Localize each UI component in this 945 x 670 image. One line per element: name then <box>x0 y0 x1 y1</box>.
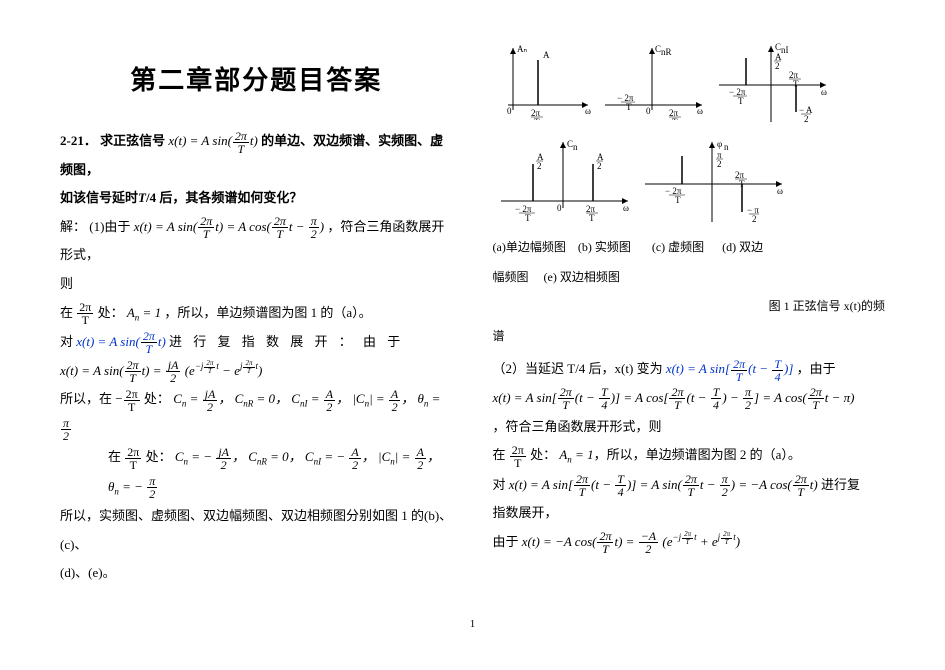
part2-c: ，符合三角函数展开形式，则 <box>493 413 886 442</box>
graph-d: Cn A 2 A 2 ω 0 2π T − 2π T <box>493 136 633 221</box>
solution-label: 解： <box>60 219 86 234</box>
graph-row-1: Aₙ A 0 ω 2π T CnR 0 ω 2π T − 2π <box>493 40 886 130</box>
svg-text:T: T <box>589 213 595 221</box>
soyi1-after: 处： <box>144 391 170 406</box>
svg-text:n: n <box>724 142 729 152</box>
chapter-title: 第二章部分题目答案 <box>60 60 453 97</box>
svg-text:φ: φ <box>717 139 722 149</box>
svg-text:T: T <box>739 179 745 189</box>
figure-caption-2: 谱 <box>493 326 886 348</box>
part2-dui-after: 进行复 <box>821 477 860 492</box>
graph-captions-2: 幅频图 (e) 双边相频图 <box>493 267 886 289</box>
svg-text:0: 0 <box>557 203 562 213</box>
line-dui: 对 <box>60 334 76 349</box>
cn-neg: Cn = jA2， CnR = 0， CnI = A2， |Cn| = A2， … <box>60 391 440 435</box>
caption-d: (d) 双边 <box>722 240 763 254</box>
part2-youyu: 由于 <box>493 534 522 549</box>
svg-text:2: 2 <box>804 114 809 124</box>
soyi1: 所以，在 <box>60 391 115 406</box>
svg-text:T: T <box>738 96 744 106</box>
graph-captions: (a)单边幅频图 (b) 实频图 (c) 虚频图 (d) 双边 <box>493 237 886 259</box>
caption-e: (e) 双边相频图 <box>544 270 620 284</box>
part2-b: ，由于 <box>797 361 836 376</box>
caption-b: (b) 实频图 <box>578 240 631 254</box>
caption-c: (c) 虚频图 <box>652 240 704 254</box>
svg-text:ω: ω <box>697 106 703 116</box>
soyi-final: 所以，实频图、虚频图、双边幅频图、双边相频图分别如图 1 的(b)、(c)、 <box>60 502 453 559</box>
question-number: 2-21． <box>60 133 97 148</box>
graph-a: Aₙ A 0 ω 2π T <box>493 40 593 120</box>
svg-text:0: 0 <box>507 106 512 116</box>
part2-dui: 对 <box>493 477 509 492</box>
graph-c: CnI A 2 ω 2π T − 2π T − A 2 <box>711 40 831 130</box>
svg-text:nI: nI <box>781 45 789 55</box>
soyi-final2: (d)、(e)。 <box>60 559 453 588</box>
freq-value: 2πT <box>77 301 93 326</box>
line-dui-formula: x(t) = A sin(2πTt) <box>76 334 169 349</box>
line-at: 在 <box>60 305 76 320</box>
svg-text:2: 2 <box>537 161 542 171</box>
line-dui-after: 进 行 复 指 数 展 开 ： 由 于 <box>169 334 404 349</box>
svg-text:ω: ω <box>777 186 783 196</box>
part2-at: 在 2πT 处： An = 1，所以，单边频谱图为图 2 的（a）。 <box>493 441 886 470</box>
question-formula-1: x(t) = A sin(2πTt) <box>168 133 261 148</box>
part2-dui-f: x(t) = A sin[2πT(t − T4)] = A sin(2πTt −… <box>509 477 821 492</box>
svg-text:T: T <box>793 79 799 89</box>
svg-text:ω: ω <box>821 87 827 97</box>
sol-1a: (1)由于 <box>89 219 133 234</box>
line-after-an: ，所以，单边频谱图为图 1 的（a）。 <box>164 305 371 320</box>
svg-text:2: 2 <box>597 161 602 171</box>
an-value: An = 1 <box>127 305 161 320</box>
svg-text:T: T <box>672 117 678 120</box>
svg-text:2: 2 <box>717 159 722 169</box>
left-column: 第二章部分题目答案 2-21． 求正弦信号 x(t) = A sin(2πTt)… <box>60 40 453 588</box>
page-number: 1 <box>60 618 885 630</box>
question-text-1: 求正弦信号 <box>100 133 165 148</box>
pos-freq: 2πT <box>125 446 141 471</box>
soyi2-prefix: 在 <box>108 449 124 464</box>
svg-text:T: T <box>534 117 540 120</box>
soyi2-after: 处： <box>146 449 172 464</box>
graph-row-2: Cn A 2 A 2 ω 0 2π T − 2π T <box>493 136 886 231</box>
neg-freq: 2πT <box>124 388 140 413</box>
svg-text:2: 2 <box>752 214 757 224</box>
right-column: Aₙ A 0 ω 2π T CnR 0 ω 2π T − 2π <box>493 40 886 588</box>
line-at-after: 处： <box>98 305 124 320</box>
svg-text:T: T <box>675 195 681 205</box>
part2-dui-after2: 指数展开， <box>493 499 886 528</box>
svg-text:T: T <box>626 102 632 112</box>
caption-a: (a)单边幅频图 <box>493 240 566 254</box>
svg-text:nR: nR <box>661 47 672 57</box>
svg-text:A: A <box>543 50 550 60</box>
svg-text:2: 2 <box>775 61 780 71</box>
svg-text:ω: ω <box>623 203 629 213</box>
sol-1-formula: x(t) = A sin(2πTt) = A cos(2πTt − π2) <box>134 219 328 234</box>
graph-b: CnR 0 ω 2π T − 2π T <box>597 40 707 120</box>
part2-formula: x(t) = A sin[2πT(t − T4)] <box>666 361 797 376</box>
question-line-2: 如该信号延时T/4 后，其各频谱如何变化？ <box>60 184 453 213</box>
complex-formula: x(t) = A sin(2πTt) = jA2 (e−j2πTt − ej2π… <box>60 357 453 386</box>
svg-text:n: n <box>573 142 578 152</box>
sol-then: 则 <box>60 270 453 299</box>
svg-text:ω: ω <box>585 106 591 116</box>
part2-long: x(t) = A sin[2πT(t − T4)] = A cos[2πT(t … <box>493 384 886 413</box>
figure-caption: 图 1 正弦信号 x(t)的频 <box>493 296 886 318</box>
graph-e: φn π 2 ω 2π T − 2π T − π 2 <box>637 136 787 231</box>
svg-text:0: 0 <box>646 106 651 116</box>
part2-youyu-f: x(t) = −A cos(2πTt) = −A2 (e−j2πTt + ej2… <box>522 534 740 549</box>
caption-d2: 幅频图 <box>493 270 529 284</box>
svg-text:T: T <box>525 213 531 221</box>
svg-text:Aₙ: Aₙ <box>517 44 527 54</box>
part2-a: （2）当延迟 T/4 后，x(t) 变为 <box>493 361 666 376</box>
